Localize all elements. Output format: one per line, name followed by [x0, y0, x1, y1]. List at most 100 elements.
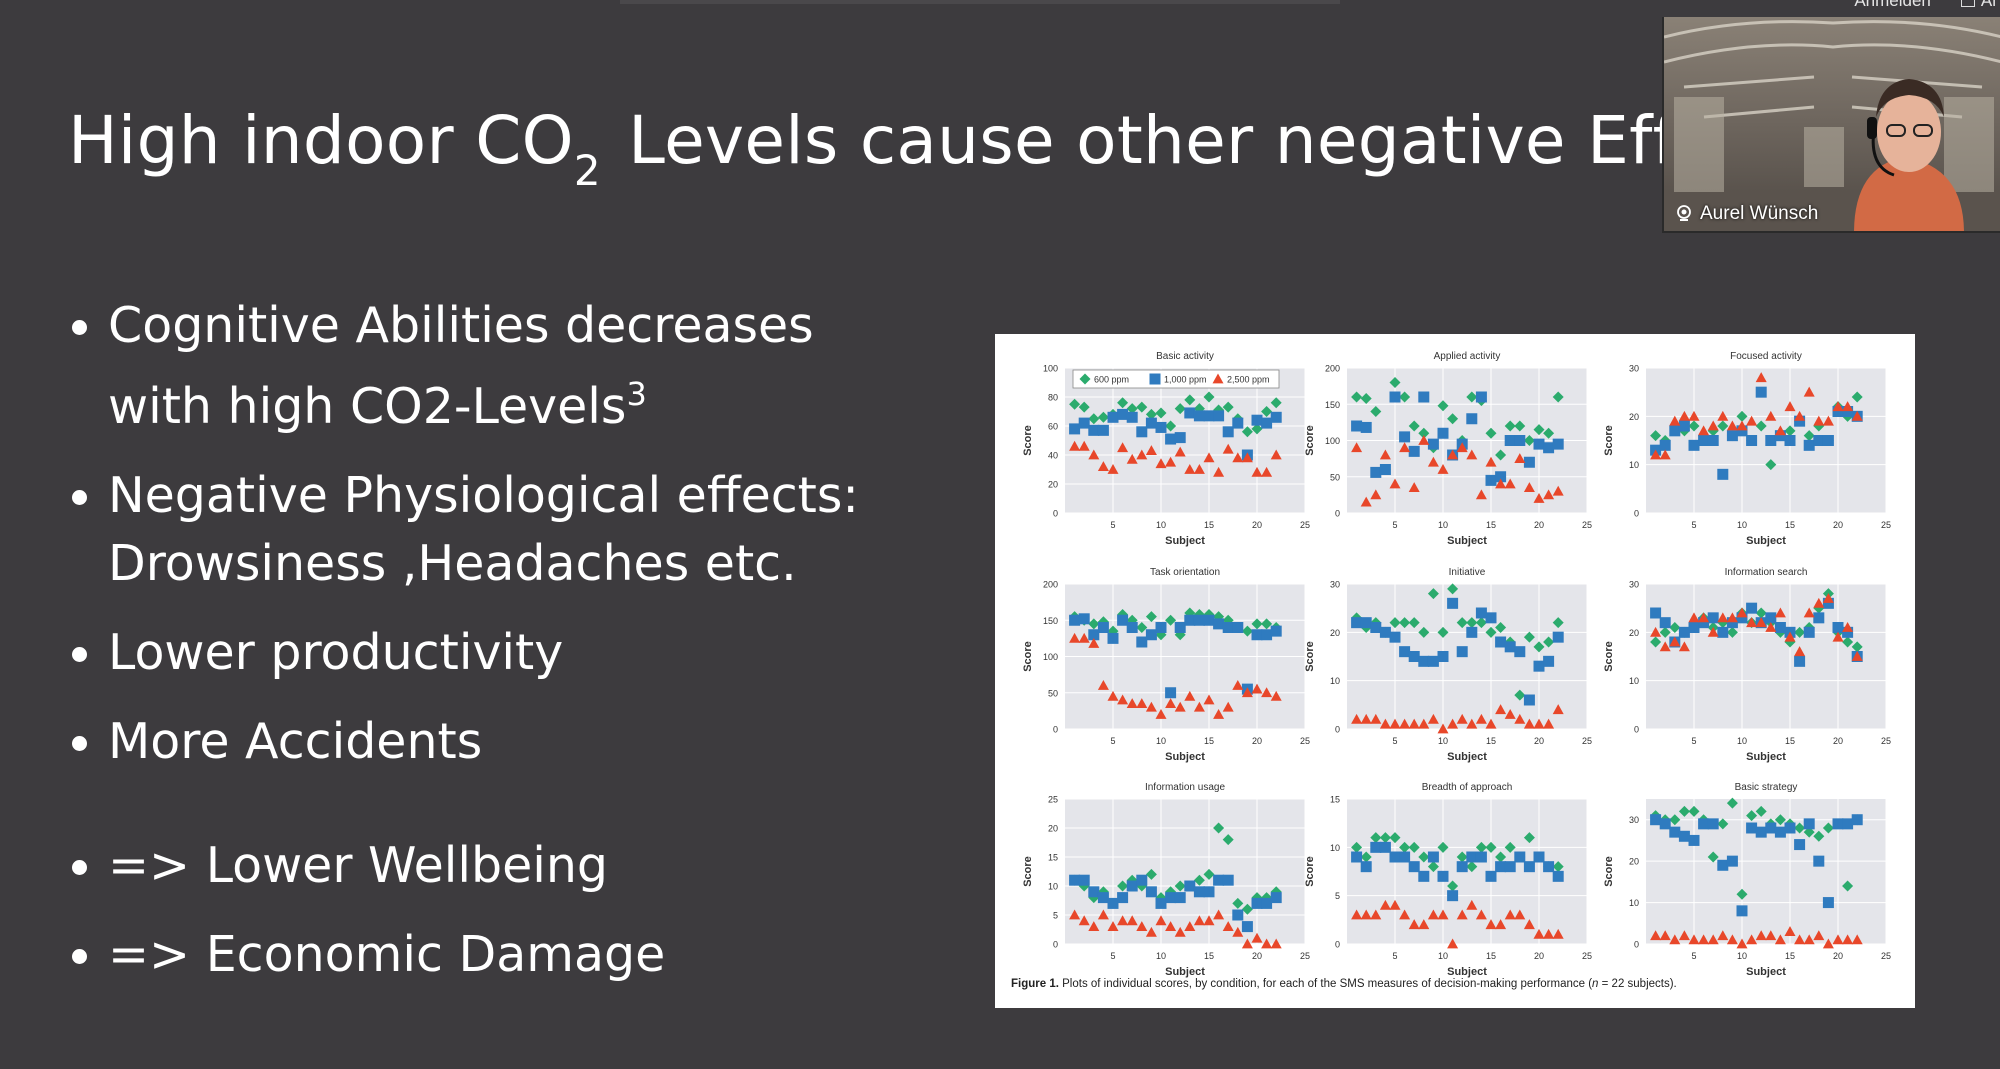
data-point-1000ppm — [1466, 626, 1478, 638]
data-point-1000ppm — [1514, 435, 1526, 446]
data-point-2500ppm — [1399, 909, 1411, 920]
data-point-1000ppm — [1851, 814, 1863, 826]
data-point-1000ppm — [1717, 626, 1729, 638]
data-point-1000ppm — [1803, 818, 1815, 830]
data-point-600ppm — [1659, 626, 1671, 638]
data-point-2500ppm — [1069, 440, 1081, 451]
data-point-600ppm — [1755, 805, 1767, 817]
data-point-1000ppm — [1165, 433, 1177, 445]
corner-label-other[interactable]: Al — [1960, 0, 1996, 11]
y-axis-label: Score — [1603, 641, 1615, 672]
x-tick-label: 25 — [1881, 951, 1891, 961]
data-point-1000ppm — [1360, 421, 1372, 433]
data-point-600ppm — [1504, 841, 1516, 853]
data-point-1000ppm — [1184, 407, 1196, 419]
data-point-1000ppm — [1842, 406, 1854, 417]
data-point-600ppm — [1523, 832, 1535, 844]
data-point-1000ppm — [1232, 909, 1244, 921]
data-point-1000ppm — [1698, 818, 1710, 830]
data-point-1000ppm — [1241, 921, 1253, 933]
data-point-2500ppm — [1203, 915, 1215, 926]
data-point-1000ppm — [1203, 410, 1215, 422]
data-point-2500ppm — [1155, 915, 1167, 926]
data-point-600ppm — [1427, 588, 1439, 600]
x-tick-label: 20 — [1252, 951, 1262, 961]
data-point-1000ppm — [1408, 861, 1420, 873]
data-point-2500ppm — [1803, 934, 1815, 945]
y-axis-label: Score — [1603, 856, 1615, 887]
plot-area — [1646, 584, 1886, 729]
data-point-600ppm — [1755, 607, 1767, 619]
data-point-1000ppm — [1717, 859, 1729, 871]
corner-label-signin[interactable]: Anmelden — [1854, 0, 1931, 10]
data-point-2500ppm — [1408, 718, 1420, 729]
data-point-1000ppm — [1523, 456, 1535, 468]
data-point-2500ppm — [1117, 915, 1129, 926]
data-point-1000ppm — [1351, 420, 1363, 432]
x-tick-label: 5 — [1110, 736, 1115, 746]
data-point-1000ppm — [1270, 625, 1282, 637]
data-point-1000ppm — [1774, 430, 1786, 442]
data-point-600ppm — [1418, 851, 1430, 863]
data-point-2500ppm — [1360, 909, 1372, 920]
data-point-600ppm — [1117, 397, 1129, 409]
x-tick-label: 20 — [1833, 951, 1843, 961]
x-tick-label: 15 — [1486, 736, 1496, 746]
y-tick-label: 20 — [1048, 824, 1058, 834]
data-point-600ppm — [1803, 826, 1815, 838]
data-point-1000ppm — [1126, 622, 1138, 633]
x-tick-label: 20 — [1534, 520, 1544, 530]
webcam-tile[interactable]: Aurel Wünsch — [1662, 17, 2000, 233]
data-point-2500ppm — [1389, 478, 1401, 489]
data-point-1000ppm — [1069, 614, 1081, 626]
data-point-1000ppm — [1165, 892, 1177, 904]
y-tick-label: 5 — [1335, 891, 1340, 901]
data-point-1000ppm — [1650, 607, 1662, 619]
data-point-1000ppm — [1803, 626, 1815, 638]
x-tick-label: 15 — [1785, 951, 1795, 961]
x-tick-label: 10 — [1737, 736, 1747, 746]
data-point-600ppm — [1145, 611, 1157, 623]
data-point-600ppm — [1533, 641, 1545, 653]
data-point-2500ppm — [1270, 690, 1282, 701]
data-point-600ppm — [1736, 888, 1748, 900]
x-axis-label: Subject — [1165, 535, 1205, 547]
data-point-600ppm — [1437, 626, 1449, 638]
data-point-600ppm — [1707, 851, 1719, 863]
data-point-1000ppm — [1351, 617, 1363, 629]
data-point-1000ppm — [1765, 612, 1777, 624]
data-point-1000ppm — [1389, 391, 1401, 403]
data-point-2500ppm — [1495, 704, 1507, 715]
data-point-1000ppm — [1533, 851, 1545, 863]
x-tick-label: 5 — [1691, 520, 1696, 530]
data-point-1000ppm — [1389, 851, 1401, 863]
data-point-2500ppm — [1774, 607, 1786, 618]
data-point-600ppm — [1669, 814, 1681, 826]
data-point-1000ppm — [1456, 646, 1468, 658]
data-point-600ppm — [1736, 410, 1748, 422]
data-point-600ppm — [1851, 391, 1863, 403]
x-axis-label: Subject — [1447, 751, 1487, 763]
data-point-2500ppm — [1203, 452, 1215, 463]
data-point-600ppm — [1174, 403, 1186, 415]
data-point-2500ppm — [1475, 713, 1487, 724]
data-point-600ppm — [1504, 420, 1516, 432]
data-point-1000ppm — [1688, 439, 1700, 451]
x-axis-label: Subject — [1165, 966, 1205, 978]
data-point-2500ppm — [1514, 909, 1526, 920]
data-point-1000ppm — [1399, 851, 1411, 863]
data-point-2500ppm — [1842, 622, 1854, 632]
x-tick-label: 15 — [1204, 520, 1214, 530]
data-point-1000ppm — [1475, 851, 1487, 863]
y-tick-label: 150 — [1325, 400, 1340, 410]
data-point-600ppm — [1784, 425, 1796, 437]
data-point-1000ppm — [1803, 439, 1815, 451]
data-point-2500ppm — [1399, 442, 1411, 453]
x-axis-label: Subject — [1447, 535, 1487, 547]
data-point-600ppm — [1145, 868, 1157, 880]
data-point-2500ppm — [1145, 701, 1157, 712]
x-tick-label: 10 — [1737, 951, 1747, 961]
data-point-600ppm — [1447, 583, 1459, 595]
y-tick-label: 200 — [1325, 364, 1340, 374]
data-point-600ppm — [1552, 861, 1564, 873]
